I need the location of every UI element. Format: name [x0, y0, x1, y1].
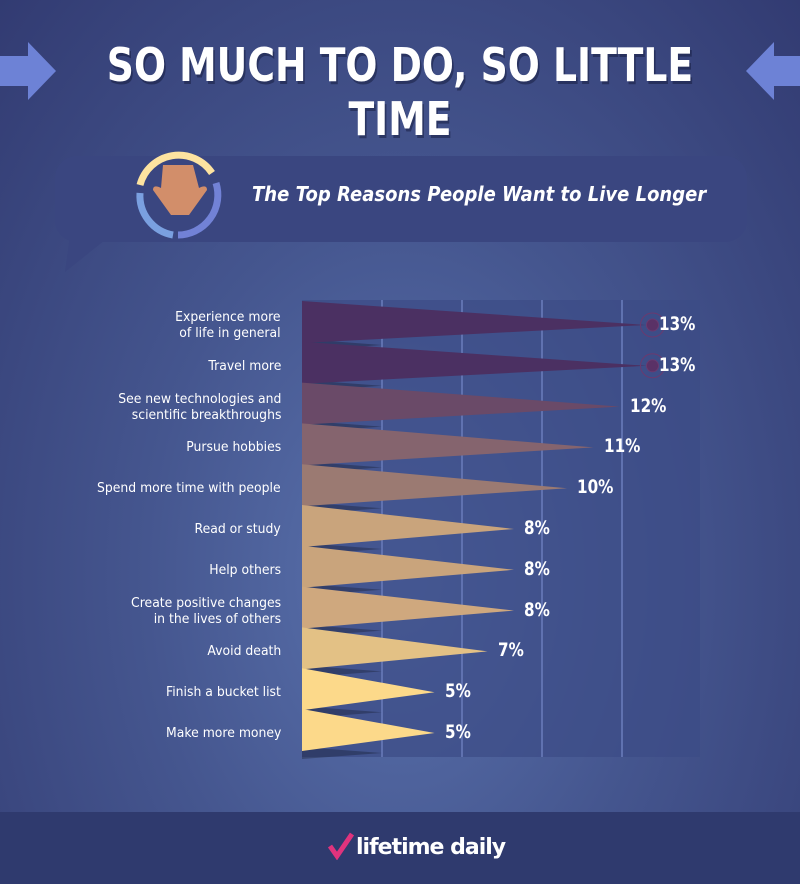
value-label: 5% — [444, 680, 471, 703]
bar-triangle — [302, 709, 435, 751]
bar-triangle — [302, 341, 647, 384]
value-label: 8% — [524, 598, 550, 621]
category-label: Help others — [209, 562, 281, 578]
target-marker — [640, 312, 665, 338]
bar-triangle — [302, 301, 647, 343]
category-label-line: scientific breakthroughs — [131, 406, 281, 423]
arrow-right-icon — [0, 42, 56, 100]
category-label: Read or study — [195, 521, 281, 537]
category-label-line: Read or study — [194, 521, 281, 537]
value-label: 7% — [497, 639, 524, 662]
bar-triangle — [302, 586, 514, 629]
category-label-line: Travel more — [207, 357, 281, 374]
target-marker — [640, 353, 665, 379]
category-label-line: Make more money — [165, 725, 281, 741]
bar-triangle — [302, 505, 514, 547]
value-label: 12% — [630, 394, 667, 417]
category-label-line: Help others — [209, 561, 281, 578]
category-label-line: Avoid death — [207, 643, 281, 660]
category-label-line: in the lives of others — [153, 610, 281, 627]
checkmark-logo-icon — [328, 832, 354, 860]
value-label: 11% — [603, 435, 640, 458]
category-label: Avoid death — [207, 643, 281, 659]
category-label: Make more money — [166, 725, 281, 741]
category-label-line: Finish a bucket list — [166, 684, 281, 701]
footer — [0, 812, 800, 884]
bar-triangle — [302, 627, 488, 670]
bar-triangle — [302, 423, 594, 466]
hands-cycle-icon — [136, 151, 222, 239]
category-label-line: Create positive changes — [130, 594, 281, 611]
value-label: 13% — [658, 313, 695, 335]
chart-area — [302, 300, 700, 759]
category-label: Spend more time with people — [97, 480, 281, 496]
bubble-tail — [65, 236, 110, 272]
bar-triangle — [302, 545, 514, 588]
category-label: Travel more — [208, 358, 281, 374]
category-label-line: See new technologies and — [117, 390, 281, 407]
target-marker — [646, 359, 659, 373]
value-label: 13% — [658, 353, 695, 376]
value-label: 10% — [577, 476, 614, 499]
brand-logo: lifetime daily — [356, 835, 506, 860]
category-label-line: Experience more — [175, 309, 281, 325]
category-label: Pursue hobbies — [186, 439, 281, 455]
bar-shadow — [302, 747, 382, 759]
category-label: See new technologies and scientific break… — [118, 391, 281, 423]
category-label: Create positive changes in the lives of o… — [131, 595, 281, 627]
arrow-left-icon — [746, 42, 800, 100]
category-label-line: of life in general — [179, 325, 281, 341]
bar-triangle — [302, 464, 567, 507]
bar-triangle — [302, 382, 620, 425]
category-label: Experience more of life in general — [176, 309, 281, 341]
chart-subtitle: The Top Reasons People Want to Live Long… — [252, 182, 707, 206]
bar-triangle — [302, 668, 435, 711]
category-label: Finish a bucket list — [166, 684, 281, 700]
category-label-line: Spend more time with people — [97, 480, 281, 497]
value-label: 5% — [444, 721, 471, 743]
value-label: 8% — [524, 557, 550, 580]
page-title: SO MUCH TO DO, SO LITTLE TIME — [106, 38, 694, 146]
target-marker — [646, 318, 659, 332]
category-label-line: Pursue hobbies — [186, 439, 281, 456]
value-label: 8% — [524, 517, 550, 539]
